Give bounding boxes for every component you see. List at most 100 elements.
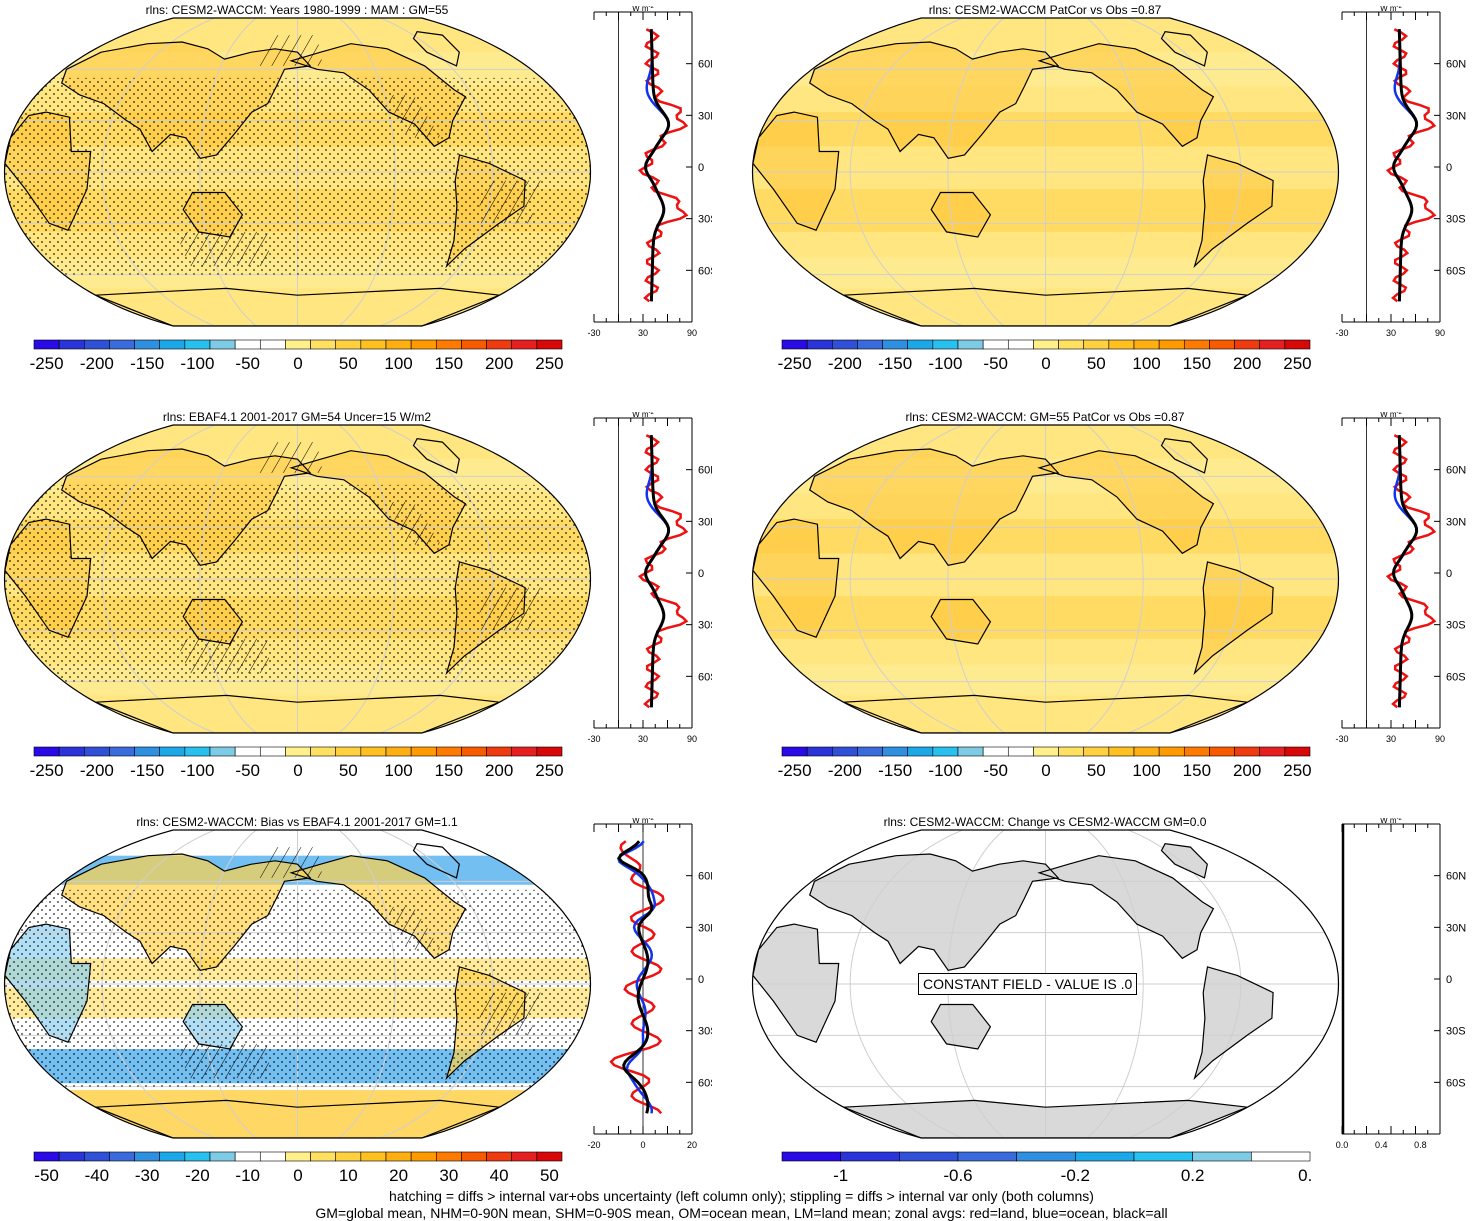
- colorbar-label: -50: [983, 354, 1008, 373]
- zonal-lat-tick: 30S: [698, 620, 712, 632]
- zonal-lat-tick: 30N: [698, 110, 712, 122]
- zonal-plot-5: W m-2 -20 0 20 60N 30N 0 30S 60S: [587, 818, 712, 1150]
- colorbar-label: 50: [1087, 761, 1106, 780]
- colorbar-label: 0: [293, 761, 302, 780]
- zonal-x-tick: -30: [587, 734, 600, 744]
- colorbar-swatch: [33, 339, 60, 350]
- colorbar-swatch: [360, 746, 387, 757]
- colorbar-label: -150: [878, 354, 912, 373]
- zonal-lat-tick: 0: [1446, 568, 1452, 580]
- colorbar-6: -1 -0.6 -0.2 0.2 0.6: [781, 1151, 1313, 1185]
- colorbar-swatch: [857, 746, 883, 757]
- colorbar-swatch: [1234, 746, 1261, 757]
- zonal-plot-3: W m-2 -30 30 90 60N 30N 0 30S 60S: [587, 412, 712, 744]
- colorbar-label: -30: [135, 1166, 160, 1185]
- colorbar-swatch: [1133, 746, 1160, 757]
- colorbar-label: -100: [180, 354, 214, 373]
- colorbar-label: 10: [339, 1166, 358, 1185]
- zonal-lat-tick: 30S: [698, 214, 712, 226]
- zonal-x-tick: 30: [638, 328, 648, 338]
- colorbar-swatch: [982, 339, 1009, 350]
- colorbar-swatch: [1234, 339, 1261, 350]
- colorbar-swatch: [1133, 1151, 1193, 1162]
- zonal-lat-tick: 30S: [698, 1026, 712, 1038]
- map-panel-5: [3, 829, 592, 1139]
- colorbar-label: -0.6: [943, 1166, 972, 1185]
- colorbar-swatch: [781, 339, 808, 350]
- colorbar-swatch: [1251, 1151, 1311, 1162]
- colorbar-swatch: [234, 339, 261, 350]
- colorbar-swatch: [957, 339, 984, 350]
- zonal-x-tick: 0.8: [1414, 1140, 1427, 1150]
- zonal-lat-tick: 60N: [698, 871, 712, 883]
- colorbar-swatch: [1158, 339, 1185, 350]
- zonal-lat-tick: 60S: [1446, 265, 1466, 277]
- colorbar-swatch: [781, 746, 808, 757]
- colorbar-swatch: [310, 746, 337, 757]
- colorbar-label: 150: [1183, 761, 1211, 780]
- colorbar-label: 150: [1183, 354, 1211, 373]
- colorbar-label: 150: [435, 354, 463, 373]
- zonal-lat-tick: 0: [1446, 974, 1452, 986]
- colorbar-5: -50 -40 -30 -20 -10 0 10 20 30 40 50: [33, 1151, 563, 1185]
- panel-title-1: rlns: CESM2-WACCM: Years 1980-1999 : MAM…: [145, 3, 449, 17]
- colorbar-label: -20: [185, 1166, 210, 1185]
- colorbar-swatch: [1108, 746, 1135, 757]
- colorbar-swatch: [957, 1151, 1017, 1162]
- colorbar-swatch: [134, 1151, 161, 1162]
- colorbar-label: -150: [130, 354, 164, 373]
- colorbar-swatch: [159, 339, 186, 350]
- colorbar-label: -50: [235, 354, 260, 373]
- colorbar-swatch: [209, 746, 236, 757]
- colorbar-swatch: [486, 339, 513, 350]
- colorbar-label: -150: [130, 761, 164, 780]
- colorbar-swatch: [806, 339, 833, 350]
- colorbar-swatch: [33, 1151, 60, 1162]
- colorbar-swatch: [134, 339, 161, 350]
- colorbar-label: -250: [778, 761, 812, 780]
- colorbar-swatch: [234, 746, 261, 757]
- colorbar-swatch: [184, 339, 211, 350]
- zonal-lat-tick: 30S: [1446, 620, 1466, 632]
- zonal-plot-1: W m-2 -30 30 90 60N 30N 0 30S 60S: [587, 6, 712, 338]
- colorbar-label: 250: [1283, 761, 1311, 780]
- zonal-x-tick: 90: [1435, 328, 1445, 338]
- colorbar-swatch: [83, 1151, 110, 1162]
- zonal-lat-tick: 0: [698, 568, 704, 580]
- colorbar-swatch: [840, 1151, 900, 1162]
- colorbar-swatch: [1108, 339, 1135, 350]
- colorbar-swatch: [882, 339, 909, 350]
- colorbar-swatch: [957, 746, 984, 757]
- map-panel-1: [3, 17, 592, 327]
- colorbar-swatch: [1007, 746, 1034, 757]
- zonal-lat-tick: 30N: [1446, 516, 1466, 528]
- colorbar-label: 250: [535, 761, 563, 780]
- colorbar-swatch: [259, 1151, 286, 1162]
- colorbar-swatch: [184, 1151, 211, 1162]
- colorbar-label: -200: [80, 761, 114, 780]
- colorbar-swatch: [335, 1151, 362, 1162]
- colorbar-swatch: [1284, 746, 1311, 757]
- zonal-units: W m-2: [632, 412, 654, 419]
- colorbar-swatch: [109, 1151, 135, 1162]
- zonal-units: W m-2: [1380, 412, 1402, 419]
- colorbar-label: 50: [339, 354, 358, 373]
- colorbar-label: 0.2: [1181, 1166, 1205, 1185]
- colorbar-swatch: [1083, 339, 1110, 350]
- zonal-lat-tick: 0: [1446, 162, 1452, 174]
- zonal-series-land: [1385, 434, 1437, 709]
- colorbar-swatch: [435, 1151, 462, 1162]
- colorbar-swatch: [1183, 339, 1210, 350]
- colorbar-swatch: [857, 339, 883, 350]
- colorbar-swatch: [385, 746, 412, 757]
- zonal-lat-tick: 30N: [1446, 922, 1466, 934]
- colorbar-label: 100: [1132, 761, 1160, 780]
- colorbar-label: 0: [1041, 354, 1050, 373]
- zonal-lat-tick: 0: [698, 162, 704, 174]
- colorbar-swatch: [1083, 746, 1110, 757]
- colorbar-label: 100: [1132, 354, 1160, 373]
- colorbar-swatch: [310, 339, 337, 350]
- colorbar-swatch: [335, 339, 362, 350]
- footer-line-2: GM=global mean, NHM=0-90N mean, SHM=0-90…: [315, 1205, 1168, 1221]
- zonal-x-tick: -30: [587, 328, 600, 338]
